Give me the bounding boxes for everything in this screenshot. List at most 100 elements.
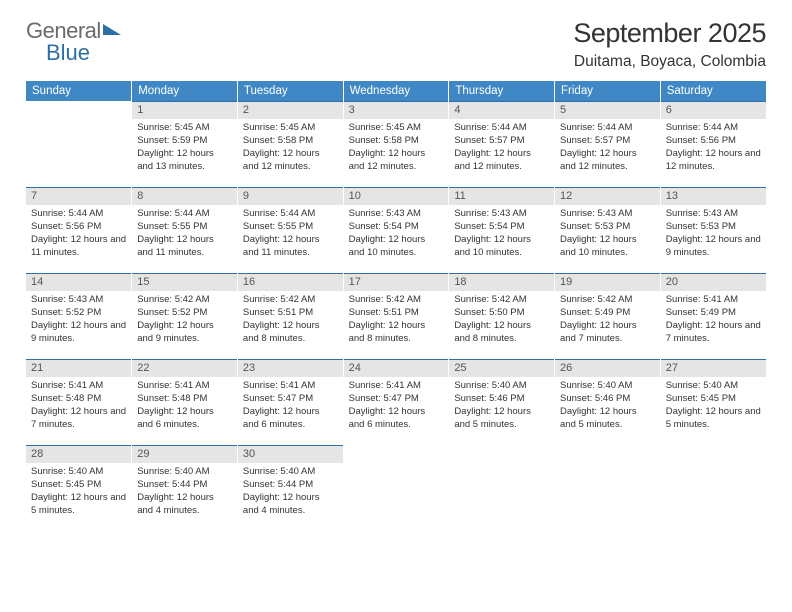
calendar-cell: 8Sunrise: 5:44 AMSunset: 5:55 PMDaylight… (132, 187, 238, 273)
day-info: Sunrise: 5:41 AMSunset: 5:47 PMDaylight:… (344, 377, 449, 433)
day-info: Sunrise: 5:40 AMSunset: 5:44 PMDaylight:… (132, 463, 237, 519)
day-info: Sunrise: 5:45 AMSunset: 5:59 PMDaylight:… (132, 119, 237, 175)
calendar-cell (26, 101, 132, 187)
day-info: Sunrise: 5:40 AMSunset: 5:45 PMDaylight:… (661, 377, 766, 433)
day-info: Sunrise: 5:44 AMSunset: 5:57 PMDaylight:… (449, 119, 554, 175)
weekday-header: Thursday (449, 81, 555, 101)
day-info: Sunrise: 5:45 AMSunset: 5:58 PMDaylight:… (238, 119, 343, 175)
calendar-cell: 15Sunrise: 5:42 AMSunset: 5:52 PMDayligh… (132, 273, 238, 359)
day-number: 8 (132, 187, 237, 205)
day-info: Sunrise: 5:42 AMSunset: 5:49 PMDaylight:… (555, 291, 660, 347)
day-number: 7 (26, 187, 131, 205)
day-number: 23 (238, 359, 343, 377)
calendar-cell: 24Sunrise: 5:41 AMSunset: 5:47 PMDayligh… (343, 359, 449, 445)
page: General September 2025 Duitama, Boyaca, … (0, 0, 792, 531)
day-info: Sunrise: 5:45 AMSunset: 5:58 PMDaylight:… (344, 119, 449, 175)
day-number: 28 (26, 445, 131, 463)
calendar-cell: 21Sunrise: 5:41 AMSunset: 5:48 PMDayligh… (26, 359, 132, 445)
calendar-cell: 2Sunrise: 5:45 AMSunset: 5:58 PMDaylight… (237, 101, 343, 187)
day-info: Sunrise: 5:41 AMSunset: 5:47 PMDaylight:… (238, 377, 343, 433)
day-number: 21 (26, 359, 131, 377)
calendar-cell: 23Sunrise: 5:41 AMSunset: 5:47 PMDayligh… (237, 359, 343, 445)
calendar-week-row: 14Sunrise: 5:43 AMSunset: 5:52 PMDayligh… (26, 273, 766, 359)
calendar-body: 1Sunrise: 5:45 AMSunset: 5:59 PMDaylight… (26, 101, 766, 531)
day-number: 5 (555, 101, 660, 119)
day-number: 17 (344, 273, 449, 291)
calendar-cell (449, 445, 555, 531)
day-info: Sunrise: 5:41 AMSunset: 5:48 PMDaylight:… (26, 377, 131, 433)
day-number: 19 (555, 273, 660, 291)
weekday-header: Sunday (26, 81, 132, 101)
calendar-cell: 28Sunrise: 5:40 AMSunset: 5:45 PMDayligh… (26, 445, 132, 531)
day-number: 29 (132, 445, 237, 463)
calendar-cell: 9Sunrise: 5:44 AMSunset: 5:55 PMDaylight… (237, 187, 343, 273)
day-number: 26 (555, 359, 660, 377)
day-number: 11 (449, 187, 554, 205)
day-info: Sunrise: 5:44 AMSunset: 5:55 PMDaylight:… (132, 205, 237, 261)
day-number: 10 (344, 187, 449, 205)
weekday-row: SundayMondayTuesdayWednesdayThursdayFrid… (26, 81, 766, 101)
calendar-cell: 11Sunrise: 5:43 AMSunset: 5:54 PMDayligh… (449, 187, 555, 273)
calendar-cell (343, 445, 449, 531)
month-title: September 2025 (573, 18, 766, 49)
day-number: 30 (238, 445, 343, 463)
brand-triangle-icon (103, 24, 121, 35)
day-number: 24 (344, 359, 449, 377)
calendar-cell: 18Sunrise: 5:42 AMSunset: 5:50 PMDayligh… (449, 273, 555, 359)
calendar-cell: 10Sunrise: 5:43 AMSunset: 5:54 PMDayligh… (343, 187, 449, 273)
calendar-table: SundayMondayTuesdayWednesdayThursdayFrid… (26, 81, 766, 531)
day-number: 4 (449, 101, 554, 119)
brand-part2: Blue (46, 40, 90, 66)
day-info: Sunrise: 5:43 AMSunset: 5:54 PMDaylight:… (344, 205, 449, 261)
weekday-header: Monday (132, 81, 238, 101)
day-number: 14 (26, 273, 131, 291)
day-number: 20 (661, 273, 766, 291)
day-number: 9 (238, 187, 343, 205)
day-info: Sunrise: 5:44 AMSunset: 5:55 PMDaylight:… (238, 205, 343, 261)
day-number: 27 (661, 359, 766, 377)
day-info: Sunrise: 5:42 AMSunset: 5:52 PMDaylight:… (132, 291, 237, 347)
day-info: Sunrise: 5:42 AMSunset: 5:51 PMDaylight:… (344, 291, 449, 347)
calendar-cell: 3Sunrise: 5:45 AMSunset: 5:58 PMDaylight… (343, 101, 449, 187)
title-block: September 2025 Duitama, Boyaca, Colombia (573, 18, 766, 71)
calendar-cell: 25Sunrise: 5:40 AMSunset: 5:46 PMDayligh… (449, 359, 555, 445)
day-info: Sunrise: 5:40 AMSunset: 5:46 PMDaylight:… (449, 377, 554, 433)
calendar-cell: 29Sunrise: 5:40 AMSunset: 5:44 PMDayligh… (132, 445, 238, 531)
day-number: 13 (661, 187, 766, 205)
day-info: Sunrise: 5:43 AMSunset: 5:54 PMDaylight:… (449, 205, 554, 261)
day-number: 1 (132, 101, 237, 119)
calendar-week-row: 1Sunrise: 5:45 AMSunset: 5:59 PMDaylight… (26, 101, 766, 187)
calendar-cell: 14Sunrise: 5:43 AMSunset: 5:52 PMDayligh… (26, 273, 132, 359)
day-number: 25 (449, 359, 554, 377)
day-info: Sunrise: 5:43 AMSunset: 5:53 PMDaylight:… (661, 205, 766, 261)
day-number: 15 (132, 273, 237, 291)
calendar-week-row: 28Sunrise: 5:40 AMSunset: 5:45 PMDayligh… (26, 445, 766, 531)
calendar-cell: 5Sunrise: 5:44 AMSunset: 5:57 PMDaylight… (555, 101, 661, 187)
calendar-week-row: 21Sunrise: 5:41 AMSunset: 5:48 PMDayligh… (26, 359, 766, 445)
day-info: Sunrise: 5:42 AMSunset: 5:50 PMDaylight:… (449, 291, 554, 347)
calendar-cell: 16Sunrise: 5:42 AMSunset: 5:51 PMDayligh… (237, 273, 343, 359)
day-info: Sunrise: 5:41 AMSunset: 5:48 PMDaylight:… (132, 377, 237, 433)
day-info: Sunrise: 5:41 AMSunset: 5:49 PMDaylight:… (661, 291, 766, 347)
calendar-head: SundayMondayTuesdayWednesdayThursdayFrid… (26, 81, 766, 101)
calendar-cell: 12Sunrise: 5:43 AMSunset: 5:53 PMDayligh… (555, 187, 661, 273)
calendar-cell: 27Sunrise: 5:40 AMSunset: 5:45 PMDayligh… (660, 359, 766, 445)
calendar-cell: 19Sunrise: 5:42 AMSunset: 5:49 PMDayligh… (555, 273, 661, 359)
calendar-cell: 1Sunrise: 5:45 AMSunset: 5:59 PMDaylight… (132, 101, 238, 187)
day-number: 16 (238, 273, 343, 291)
day-number: 22 (132, 359, 237, 377)
location-text: Duitama, Boyaca, Colombia (573, 53, 766, 71)
calendar-cell: 6Sunrise: 5:44 AMSunset: 5:56 PMDaylight… (660, 101, 766, 187)
calendar-cell (555, 445, 661, 531)
day-info: Sunrise: 5:44 AMSunset: 5:56 PMDaylight:… (661, 119, 766, 175)
day-info: Sunrise: 5:44 AMSunset: 5:56 PMDaylight:… (26, 205, 131, 261)
calendar-cell: 4Sunrise: 5:44 AMSunset: 5:57 PMDaylight… (449, 101, 555, 187)
day-info: Sunrise: 5:44 AMSunset: 5:57 PMDaylight:… (555, 119, 660, 175)
day-info: Sunrise: 5:42 AMSunset: 5:51 PMDaylight:… (238, 291, 343, 347)
calendar-cell: 13Sunrise: 5:43 AMSunset: 5:53 PMDayligh… (660, 187, 766, 273)
weekday-header: Tuesday (237, 81, 343, 101)
calendar-cell: 20Sunrise: 5:41 AMSunset: 5:49 PMDayligh… (660, 273, 766, 359)
calendar-cell (660, 445, 766, 531)
day-number: 18 (449, 273, 554, 291)
weekday-header: Wednesday (343, 81, 449, 101)
